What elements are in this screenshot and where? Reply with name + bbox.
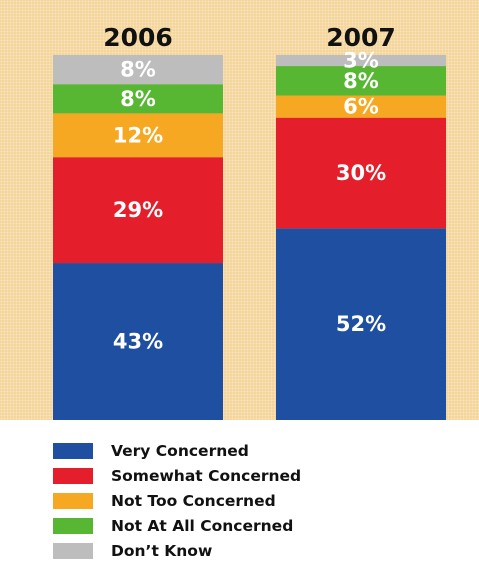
bar-segment-somewhat-concerned-2006: [53, 157, 223, 264]
bar-segment-not-at-all-concerned-2006: [53, 84, 223, 114]
legend-swatch-somewhat-concerned: [53, 467, 93, 484]
legend-label-not-at-all-concerned: Not At All Concerned: [111, 516, 294, 535]
legend-swatch-not-too-concerned: [53, 492, 93, 509]
data-label-not-too-concerned-2006: 12%: [113, 123, 163, 147]
legend-swatch-dont-know: [53, 542, 93, 559]
legend-label-somewhat-concerned: Somewhat Concerned: [111, 466, 302, 485]
bar-segment-not-at-all-concerned-2007: [276, 66, 446, 96]
legend-label-dont-know: Don’t Know: [111, 541, 213, 560]
bar-segment-not-too-concerned-2006: [53, 113, 223, 158]
legend-item: Don’t Know: [53, 538, 301, 563]
data-label-not-too-concerned-2007: 6%: [343, 95, 379, 119]
bar-segment-not-too-concerned-2007: [276, 95, 446, 118]
bar-segment-don-t-know-2006: [53, 55, 223, 85]
legend-swatch-very-concerned: [53, 442, 93, 459]
bar-segment-somewhat-concerned-2007: [276, 117, 446, 229]
legend-item: Not At All Concerned: [53, 513, 301, 538]
bar-segment-don-t-know-2007: [276, 55, 446, 67]
bar-segment-very-concerned-2007: [276, 228, 446, 420]
legend-swatch-not-at-all-concerned: [53, 517, 93, 534]
legend: Very Concerned Somewhat Concerned Not To…: [53, 438, 301, 563]
data-label-somewhat-concerned-2007: 30%: [336, 161, 386, 185]
legend-item: Not Too Concerned: [53, 488, 301, 513]
data-label-very-concerned-2007: 52%: [336, 312, 386, 336]
data-label-don-t-know-2006: 8%: [120, 58, 156, 82]
category-label-2007: 2007: [326, 23, 396, 52]
data-label-not-at-all-concerned-2006: 8%: [120, 87, 156, 111]
data-label-very-concerned-2006: 43%: [113, 330, 163, 354]
data-label-don-t-know-2007: 3%: [343, 49, 379, 73]
data-label-not-at-all-concerned-2007: 8%: [343, 69, 379, 93]
legend-item: Very Concerned: [53, 438, 301, 463]
bar-segment-very-concerned-2006: [53, 263, 223, 420]
legend-label-very-concerned: Very Concerned: [111, 441, 249, 460]
legend-label-not-too-concerned: Not Too Concerned: [111, 491, 276, 510]
legend-item: Somewhat Concerned: [53, 463, 301, 488]
category-label-2006: 2006: [103, 23, 173, 52]
data-label-somewhat-concerned-2006: 29%: [113, 198, 163, 222]
